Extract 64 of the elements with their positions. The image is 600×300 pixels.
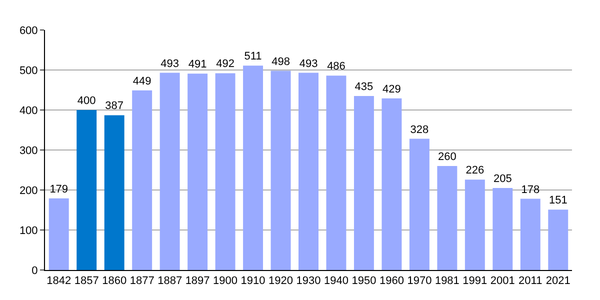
y-tick-label: 500 — [19, 64, 38, 77]
x-tick-label: 1910 — [240, 275, 266, 288]
bar — [215, 73, 236, 270]
data-label: 260 — [438, 151, 456, 163]
data-label: 493 — [160, 58, 179, 70]
x-tick-label: 1991 — [462, 275, 488, 288]
bar — [382, 98, 402, 270]
data-label: 226 — [466, 164, 484, 177]
x-tick-label: 1940 — [324, 275, 348, 288]
x-tick-label: 2011 — [518, 275, 542, 288]
x-tick-label: 1897 — [185, 275, 210, 288]
data-label: 179 — [50, 183, 68, 196]
data-label: 449 — [132, 75, 152, 88]
data-label: 429 — [382, 83, 401, 96]
bar — [464, 180, 485, 270]
data-label: 498 — [272, 56, 290, 68]
x-tick-label: 1842 — [46, 275, 72, 288]
bar — [492, 188, 513, 270]
data-label: 486 — [327, 60, 346, 73]
data-label: 511 — [244, 50, 262, 63]
y-tick-label: 200 — [19, 184, 38, 197]
bar — [132, 90, 152, 270]
data-label: 493 — [299, 58, 318, 70]
y-tick-label: 0 — [32, 264, 38, 277]
x-tick-label: 2021 — [546, 275, 570, 288]
data-label: 491 — [188, 58, 207, 71]
x-tick-label: 1877 — [130, 275, 154, 288]
bar — [548, 210, 568, 270]
x-tick-label: 1950 — [352, 275, 376, 288]
bar — [160, 72, 180, 270]
data-label: 205 — [493, 173, 512, 185]
bar — [354, 96, 374, 270]
x-tick-label: 1887 — [158, 275, 182, 288]
data-label: 387 — [105, 100, 124, 112]
data-label: 400 — [77, 95, 96, 107]
x-tick-label: 2001 — [490, 275, 515, 288]
data-label: 178 — [521, 184, 540, 196]
bar — [298, 72, 318, 270]
x-tick-label: 1970 — [407, 275, 432, 288]
x-tick-label: 1900 — [213, 275, 238, 288]
x-tick-label: 1960 — [379, 275, 404, 288]
data-label: 328 — [410, 124, 429, 136]
data-label: 435 — [354, 81, 374, 93]
bar — [243, 66, 264, 270]
y-tick-label: 300 — [19, 144, 38, 157]
y-tick-label: 100 — [19, 224, 38, 237]
bar — [409, 138, 430, 270]
bar — [188, 74, 208, 270]
x-tick-label: 1930 — [296, 275, 321, 288]
x-tick-label: 1857 — [74, 275, 99, 288]
data-label: 151 — [548, 194, 568, 207]
x-tick-label: 1981 — [434, 275, 460, 288]
bar — [76, 110, 97, 270]
bar — [326, 76, 346, 270]
x-tick-label: 1920 — [268, 275, 293, 288]
y-tick-label: 400 — [19, 104, 38, 117]
bar — [48, 198, 69, 270]
y-tick-label: 600 — [19, 24, 38, 37]
bar — [270, 70, 291, 270]
bar — [520, 198, 540, 270]
bar — [437, 166, 458, 270]
data-label: 492 — [216, 58, 234, 70]
bar — [104, 115, 124, 270]
x-tick-label: 1860 — [102, 275, 127, 288]
